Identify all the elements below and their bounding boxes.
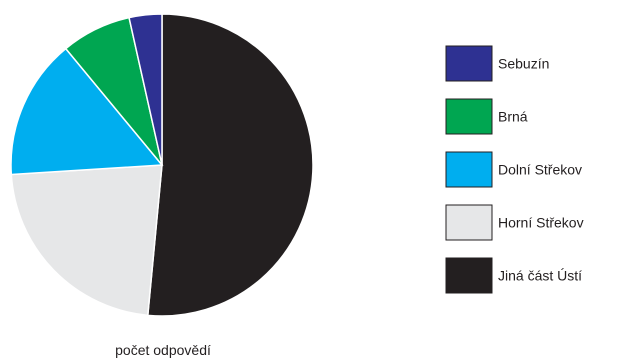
legend-label-4: Horní Střekov bbox=[498, 215, 584, 231]
x-axis-label: počet odpovědí bbox=[115, 342, 211, 358]
pie-slices bbox=[10, 13, 314, 317]
legend-swatch-1 bbox=[445, 45, 493, 82]
legend-swatch-4 bbox=[445, 204, 493, 241]
legend-swatch-2 bbox=[445, 98, 493, 135]
legend-label-1: Sebuzín bbox=[498, 56, 549, 72]
legend-label-2: Brná bbox=[498, 109, 528, 125]
legend: Sebuzín Brná Dolní Střekov Horní Střekov Jin… bbox=[445, 45, 584, 294]
pie-slice-2 bbox=[10, 164, 163, 317]
legend-label-3: Dolní Střekov bbox=[498, 162, 582, 178]
legend-swatch-3 bbox=[445, 151, 493, 188]
pie-slice-3 bbox=[10, 47, 164, 176]
legend-swatch-5 bbox=[445, 257, 493, 294]
legend-label-5: Jiná část Ústí bbox=[498, 268, 582, 284]
pie-slice-5 bbox=[128, 13, 163, 166]
pie-slice-1 bbox=[146, 13, 314, 317]
